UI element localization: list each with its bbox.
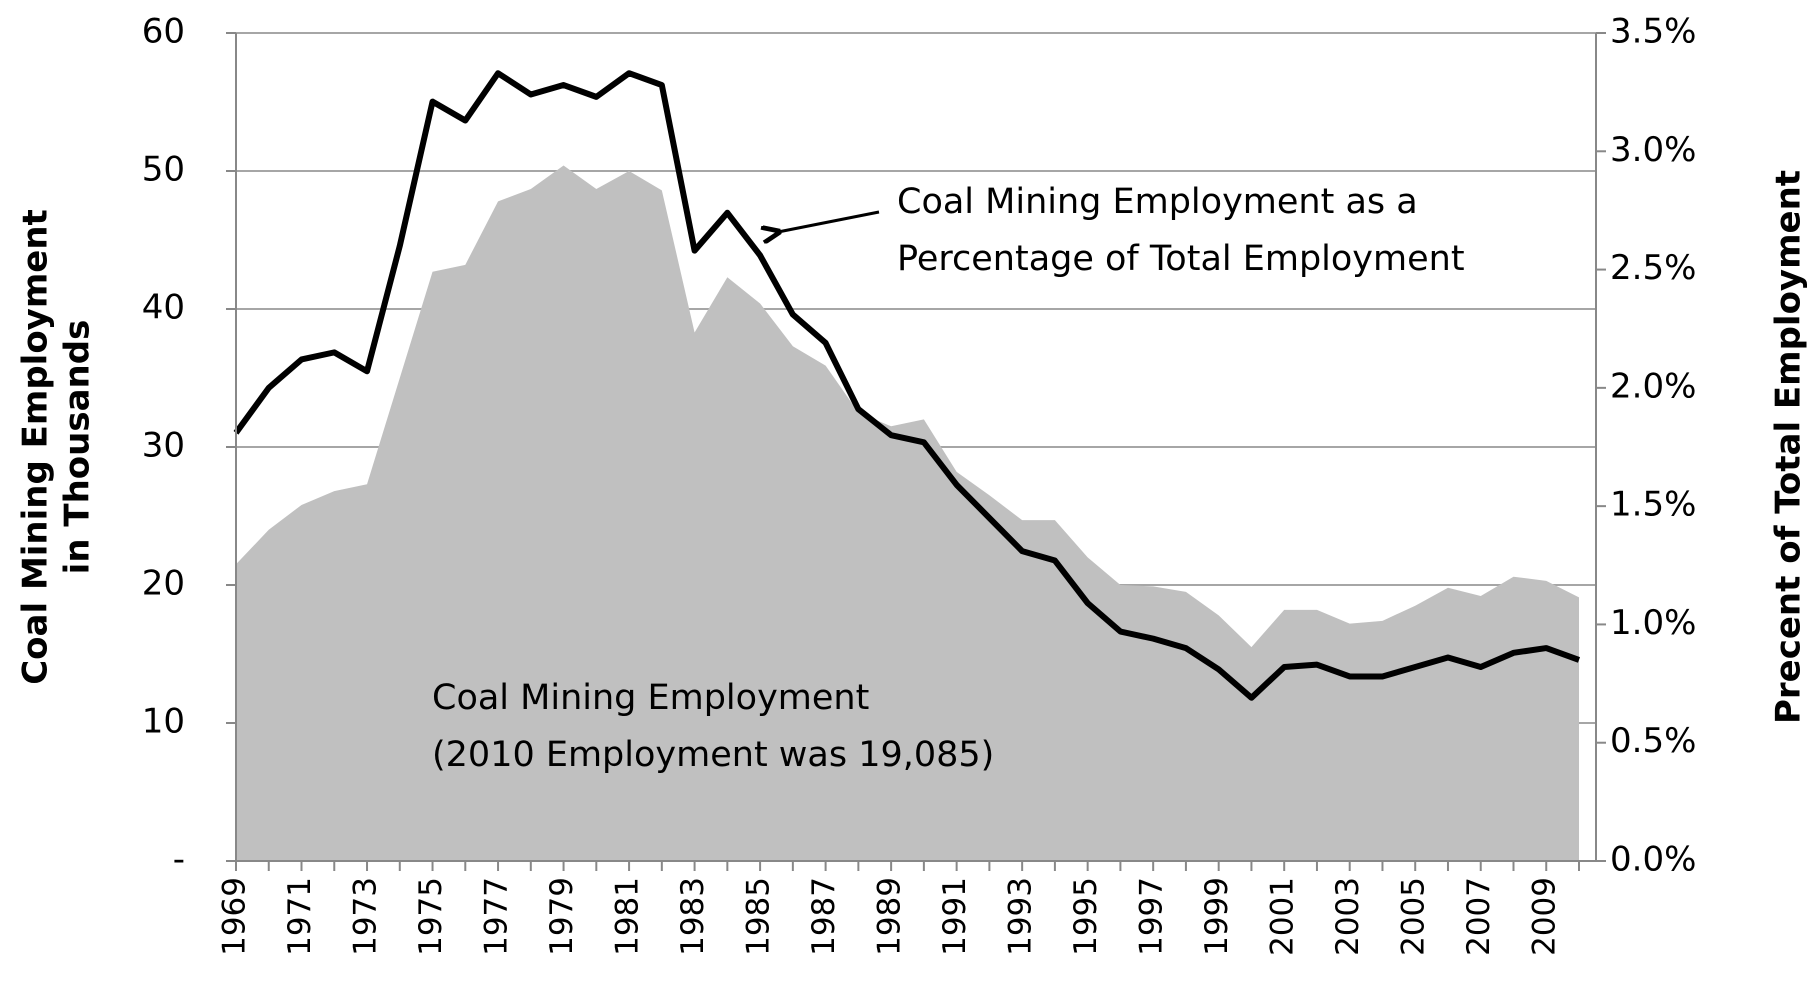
y-tick-label: 10: [142, 702, 185, 742]
y-axis-title: Coal Mining Employment in Thousands: [16, 209, 98, 685]
line: [233, 70, 1581, 701]
x-tick-label: 1993: [1003, 877, 1039, 956]
y2-tick-label: 2.5%: [1610, 248, 1696, 288]
x-tick-label: 1969: [217, 877, 253, 956]
x-tick-label: 1979: [544, 877, 580, 956]
x-tick-label: 1995: [1068, 877, 1104, 956]
annotation: Percentage of Total Employment: [897, 239, 1465, 279]
y-tick-label: 20: [142, 564, 185, 604]
annotation: Coal Mining Employment as a: [897, 182, 1418, 222]
y-axis-title-line: Coal Mining Employment: [16, 209, 56, 685]
axes: [226, 32, 1606, 871]
y-tick-label: 40: [142, 288, 185, 328]
x-tick-label: 1991: [937, 877, 973, 956]
y-axis-title-line: in Thousands: [58, 320, 98, 575]
x-tick-label: 1983: [675, 877, 711, 956]
annotation: (2010 Employment was 19,085): [432, 735, 994, 775]
x-tick-label: 2007: [1461, 877, 1497, 956]
x-tick-label: 1977: [479, 877, 515, 956]
x-tick-label: 1999: [1199, 877, 1235, 956]
x-tick-label: 2009: [1527, 877, 1563, 956]
x-tick-label: 1989: [872, 877, 908, 956]
x-tick-label: 1985: [741, 877, 777, 956]
y2-tick-label: 3.5%: [1610, 12, 1696, 52]
y2-tick-label: 1.5%: [1610, 485, 1696, 525]
y2-tick-label: 3.0%: [1610, 130, 1696, 170]
y2-tick-label: 0.5%: [1610, 721, 1696, 761]
x-tick-label: 2005: [1396, 877, 1432, 956]
x-tick-label: 1971: [282, 877, 318, 956]
x-tick-label: 1975: [413, 877, 449, 956]
y-tick-label: 60: [142, 12, 185, 52]
y-tick-label: -: [173, 840, 185, 880]
annotation-arrow: [778, 210, 880, 232]
y-tick-label: 30: [142, 426, 185, 466]
y-tick-label: 50: [142, 150, 185, 190]
y2-axis-title: Precent of Total Employment: [1769, 170, 1809, 724]
x-tick-label: 2003: [1330, 877, 1366, 956]
y2-tick-label: 2.0%: [1610, 366, 1696, 406]
y2-tick-label: 1.0%: [1610, 603, 1696, 643]
data: [233, 70, 1581, 862]
y2-tick-label: 0.0%: [1610, 840, 1696, 880]
x-tick-label: 1981: [610, 877, 646, 956]
x-tick-label: 1997: [1134, 877, 1170, 956]
x-tick-label: 1973: [348, 877, 384, 956]
x-tick-label: 1987: [806, 877, 842, 956]
x-tick-label: 2001: [1265, 877, 1301, 956]
annotation: Coal Mining Employment: [432, 678, 869, 718]
